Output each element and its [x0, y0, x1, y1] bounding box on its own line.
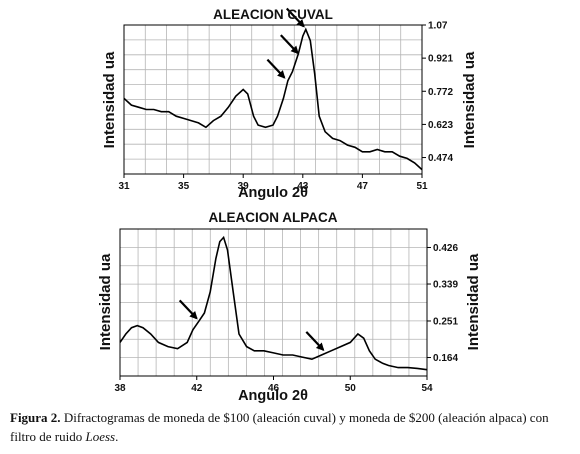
alpaca-y-tick-label: 0.426 [433, 243, 458, 254]
cuval-x-tick-label: 47 [357, 181, 369, 192]
cuval-grid [124, 25, 422, 174]
alpaca-peak-arrow [305, 331, 325, 351]
caption-text-1: Difractogramas de moneda de $100 (aleaci… [10, 410, 549, 444]
alpaca-x-tick-label: 46 [268, 383, 280, 394]
caption-method: Loess [85, 429, 116, 444]
alpaca-y-tick-label: 0.164 [433, 353, 458, 364]
alpaca-x-tick-label: 50 [345, 383, 357, 394]
cuval-y-tick-label: 0.474 [428, 153, 453, 164]
cuval-y-label-right: Intensidad ua [461, 51, 478, 148]
cuval-x-tick-label: 31 [118, 181, 130, 192]
alpaca-grid [120, 229, 427, 376]
cuval-arrows [266, 7, 305, 79]
cuval-y-tick-label: 0.921 [428, 54, 453, 65]
cuval-y-tick-label: 1.07 [428, 21, 448, 32]
cuval-peak-arrow [280, 34, 299, 55]
figure-canvas: 31 35 39 43 47 51 1.07 0.921 0.772 0.623 0.474 AL… [97, 7, 482, 404]
cuval-title: ALEACION CUVAL [213, 7, 333, 22]
alpaca-x-label: Angulo 2θ [238, 388, 308, 404]
caption-label: Figura 2. [10, 410, 61, 425]
cuval-x-tick-label: 39 [238, 181, 250, 192]
alpaca-x-tick-label: 38 [114, 383, 126, 394]
cuval-y-tick-label: 0.772 [428, 87, 453, 98]
alpaca-y-tick-label: 0.251 [433, 316, 458, 327]
alpaca-chart: 38 42 46 50 54 0.426 0.339 0.251 0.164 ALEACION… [97, 210, 482, 404]
cuval-y-ticks: 1.07 0.921 0.772 0.623 0.474 [422, 21, 453, 164]
figure-caption: Figura 2. Difractogramas de moneda de $1… [10, 408, 575, 446]
cuval-peak-arrow [285, 7, 305, 28]
cuval-x-label: Angulo 2θ [238, 185, 308, 201]
cuval-x-tick-label: 43 [297, 181, 309, 192]
cuval-plot-frame [123, 24, 423, 175]
cuval-series-line [123, 27, 423, 171]
alpaca-x-ticks: 38 42 46 50 54 [114, 376, 433, 394]
cuval-peak-arrow [266, 58, 286, 79]
alpaca-title: ALEACION ALPACA [209, 210, 338, 225]
alpaca-x-tick-label: 42 [191, 383, 203, 394]
cuval-x-tick-label: 35 [178, 181, 190, 192]
alpaca-y-label-left: Intensidad ua [97, 253, 114, 350]
cuval-x-ticks: 31 35 39 43 47 51 [118, 174, 428, 192]
cuval-y-tick-label: 0.623 [428, 120, 453, 131]
alpaca-y-label-right: Intensidad ua [465, 253, 482, 350]
cuval-chart: 31 35 39 43 47 51 1.07 0.921 0.772 0.623 0.474 AL… [101, 7, 478, 201]
alpaca-x-tick-label: 54 [421, 383, 433, 394]
caption-text-2: . [115, 429, 119, 444]
cuval-x-tick-label: 51 [416, 181, 428, 192]
alpaca-arrows [178, 299, 325, 351]
cuval-y-label-left: Intensidad ua [101, 51, 118, 148]
alpaca-peak-arrow [178, 299, 198, 320]
alpaca-y-tick-label: 0.339 [433, 280, 458, 291]
alpaca-y-ticks: 0.426 0.339 0.251 0.164 [427, 243, 458, 364]
alpaca-series-line [119, 235, 428, 371]
